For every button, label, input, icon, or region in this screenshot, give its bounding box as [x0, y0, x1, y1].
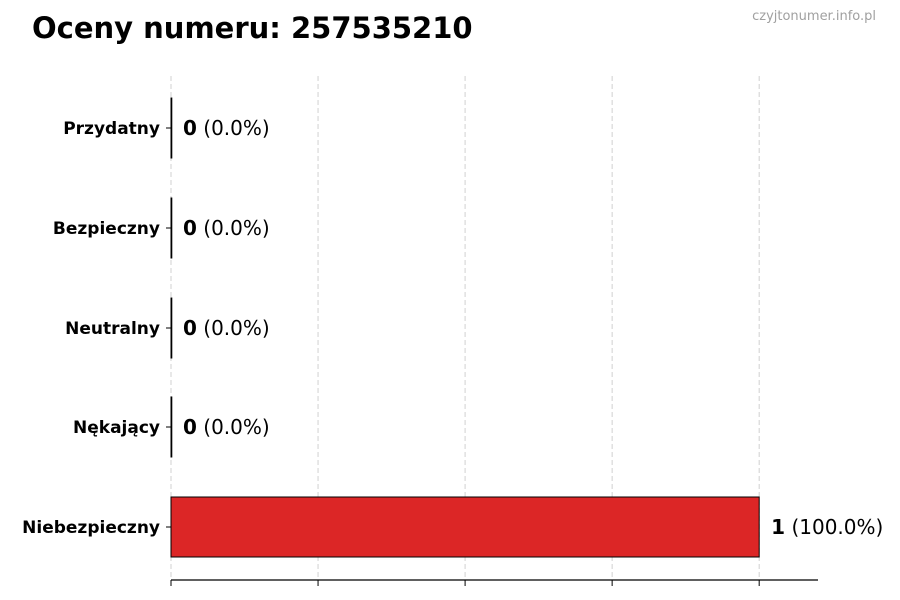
- category-label: Niebezpieczny: [22, 518, 160, 538]
- percent-label: (0.0%): [197, 316, 270, 340]
- percent-label: (0.0%): [197, 415, 270, 439]
- watermark: czyjtonumer.info.pl: [752, 9, 876, 24]
- bar: [170, 97, 173, 159]
- data-label: 0 (0.0%): [183, 415, 270, 439]
- percent-label: (0.0%): [197, 216, 270, 240]
- data-label: 0 (0.0%): [183, 216, 270, 240]
- bar: [170, 496, 760, 558]
- category-label: Neutralny: [65, 319, 160, 339]
- data-label: 1 (100.0%): [771, 515, 883, 539]
- category-label: Przydatny: [63, 119, 160, 139]
- value-label: 1: [771, 515, 785, 539]
- value-label: 0: [183, 116, 197, 140]
- value-label: 0: [183, 415, 197, 439]
- bar: [170, 197, 173, 259]
- percent-label: (0.0%): [197, 116, 270, 140]
- bar: [170, 297, 173, 359]
- chart-title: Oceny numeru: 257535210: [32, 11, 473, 45]
- data-label: 0 (0.0%): [183, 116, 270, 140]
- value-label: 0: [183, 216, 197, 240]
- bar: [170, 396, 173, 458]
- data-label: 0 (0.0%): [183, 316, 270, 340]
- category-label: Bezpieczny: [53, 219, 160, 239]
- percent-label: (100.0%): [785, 515, 883, 539]
- category-label: Nękający: [73, 418, 160, 438]
- value-label: 0: [183, 316, 197, 340]
